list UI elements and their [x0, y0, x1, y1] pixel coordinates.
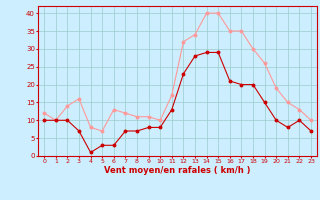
X-axis label: Vent moyen/en rafales ( km/h ): Vent moyen/en rafales ( km/h ) — [104, 166, 251, 175]
